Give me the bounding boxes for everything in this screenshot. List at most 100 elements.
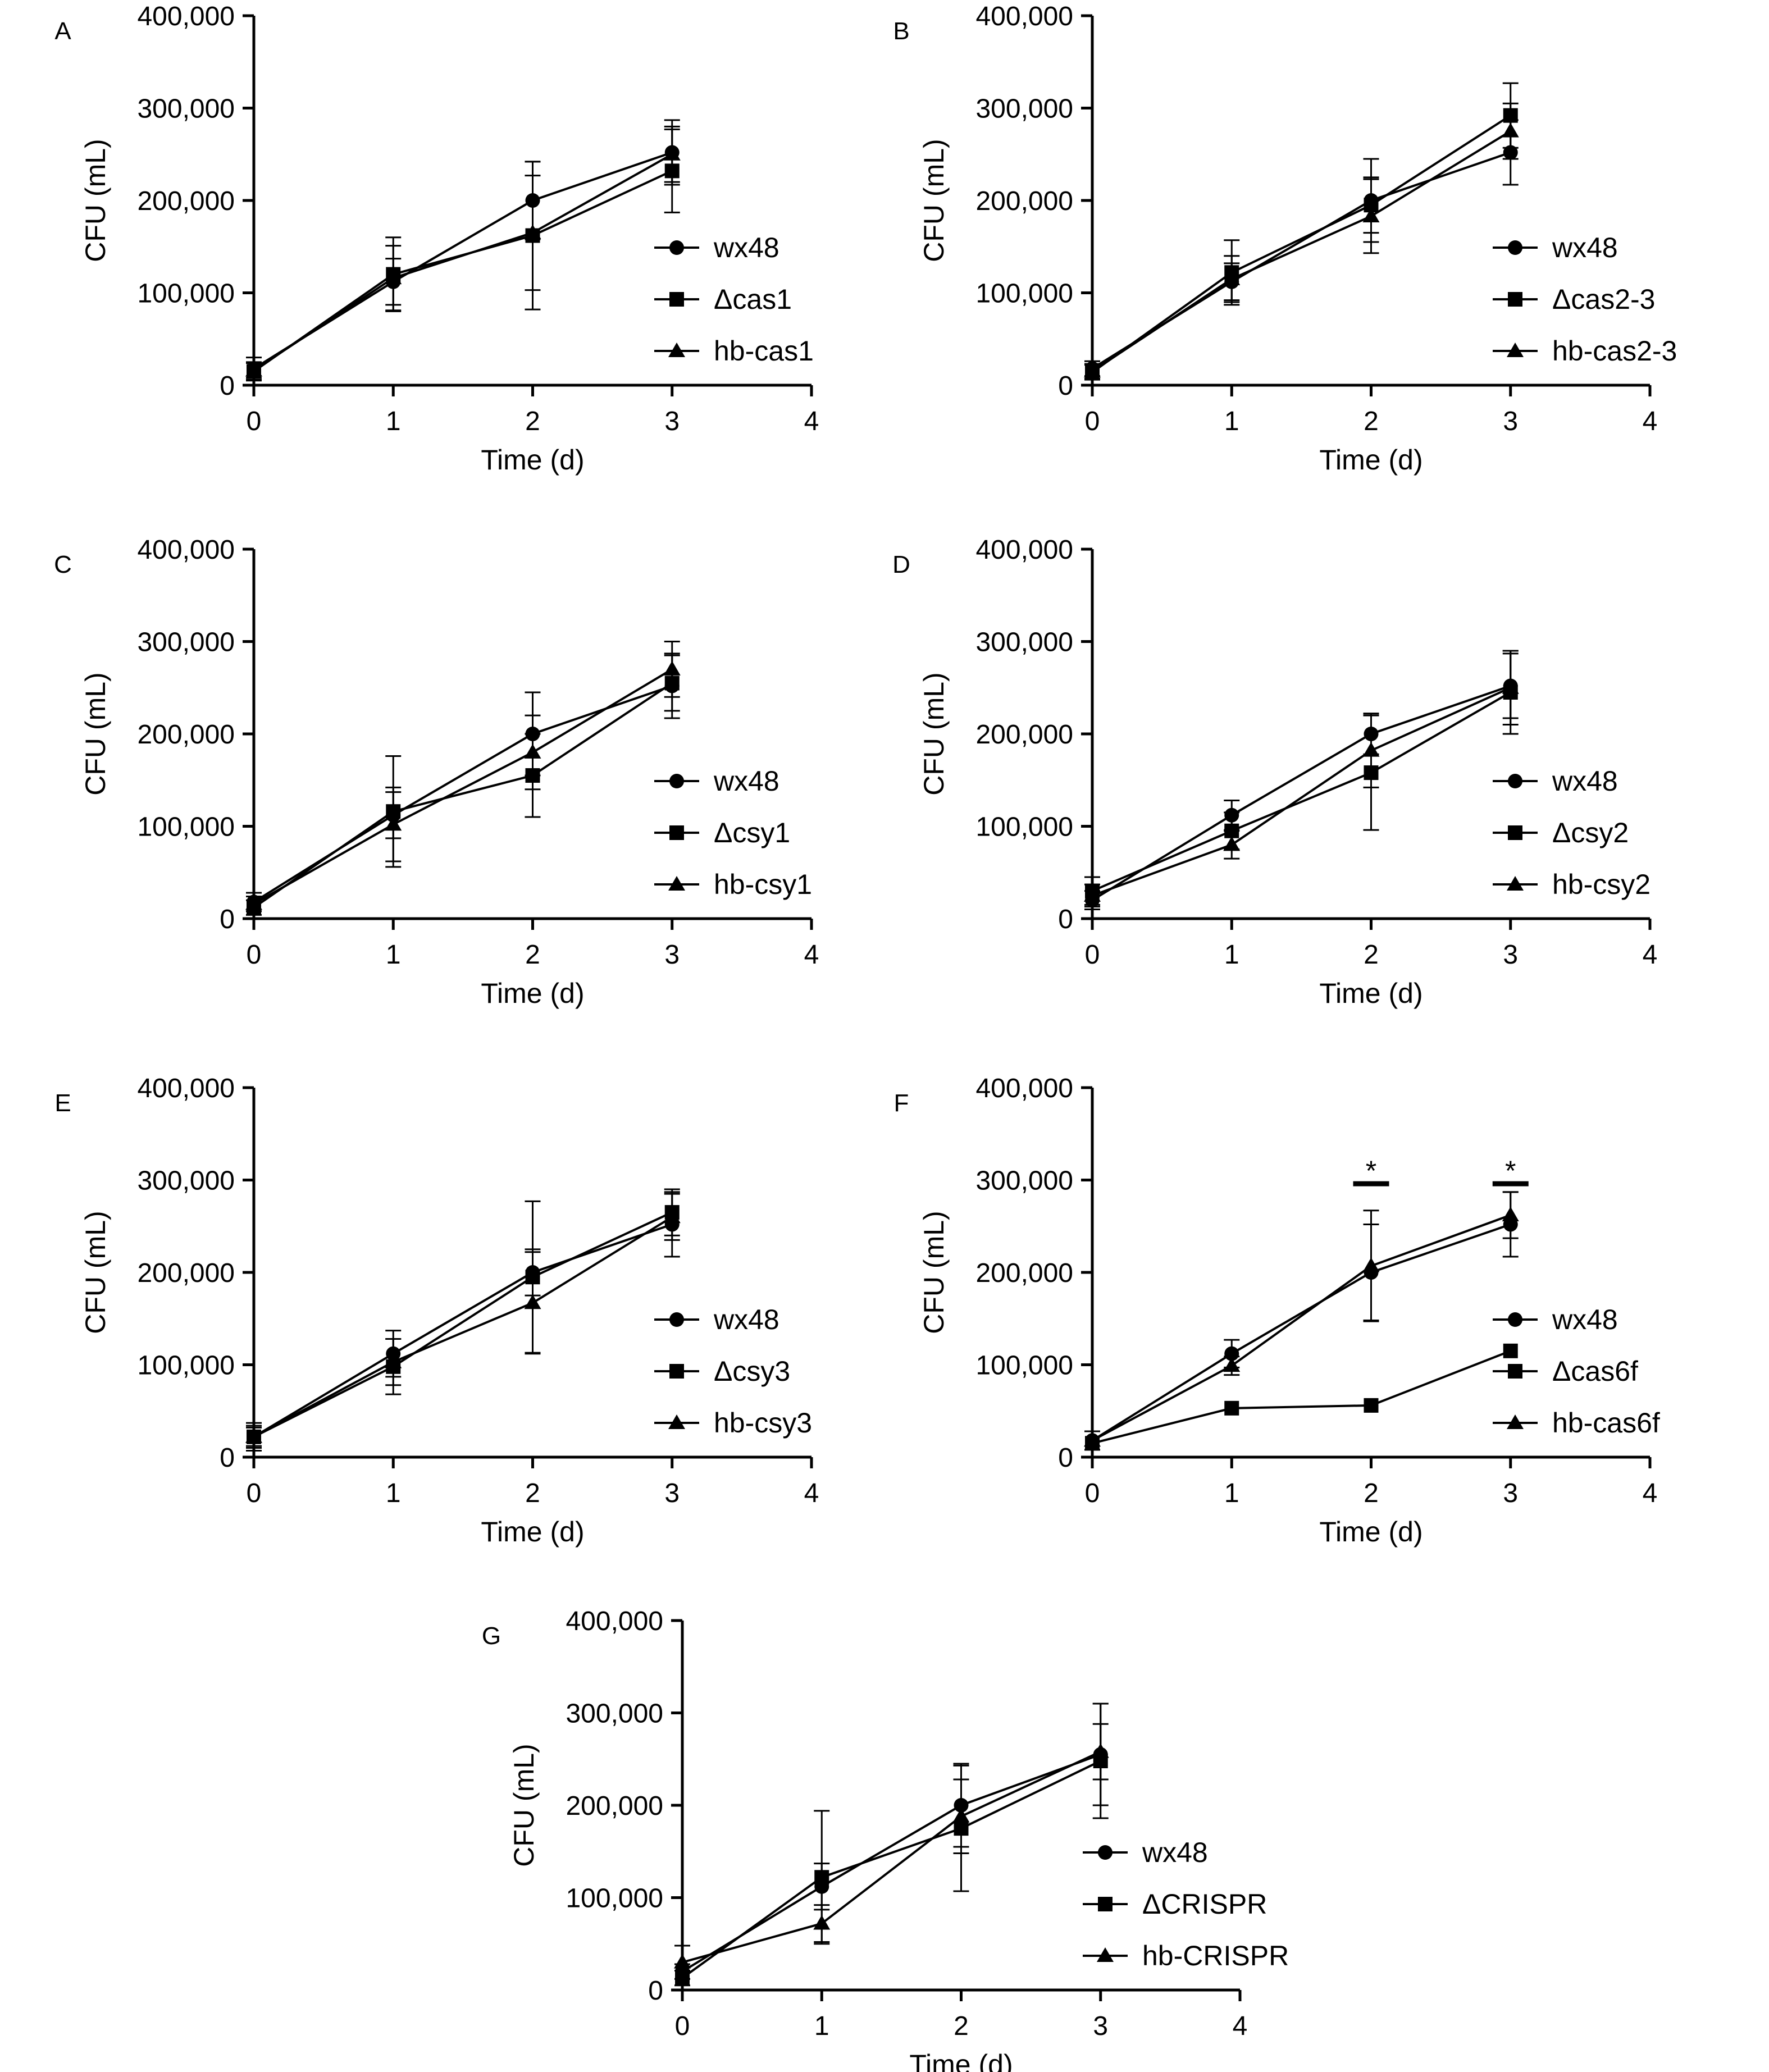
data-point bbox=[1362, 742, 1380, 757]
significance-star: * bbox=[1366, 1155, 1376, 1186]
x-tick-label: 2 bbox=[1364, 940, 1379, 970]
series-square bbox=[246, 1188, 680, 1449]
y-tick-label: 0 bbox=[220, 905, 235, 934]
series-triangle bbox=[1084, 1191, 1519, 1451]
y-tick-label: 0 bbox=[220, 1443, 235, 1473]
series-triangle bbox=[245, 641, 681, 912]
panel-letter: C bbox=[54, 551, 72, 578]
legend-item: ΔCRISPR bbox=[1083, 1888, 1267, 1920]
series-triangle bbox=[245, 1193, 681, 1447]
legend-label: wx48 bbox=[1552, 765, 1618, 797]
legend-marker bbox=[669, 1364, 684, 1379]
series-line bbox=[253, 153, 673, 372]
x-tick-label: 3 bbox=[1503, 940, 1518, 970]
data-point bbox=[1362, 207, 1380, 222]
legend-item: Δcsy2 bbox=[1493, 817, 1629, 848]
legend-label: wx48 bbox=[713, 765, 779, 797]
legend-marker bbox=[1507, 343, 1524, 357]
legend-item: hb-csy1 bbox=[654, 869, 812, 900]
data-point bbox=[1224, 1400, 1239, 1416]
series-square bbox=[1084, 650, 1519, 906]
data-point bbox=[1364, 1398, 1379, 1413]
series-line bbox=[1092, 1349, 1511, 1445]
x-tick-label: 1 bbox=[386, 940, 401, 970]
legend-label: hb-cas2-3 bbox=[1552, 335, 1677, 367]
x-tick-label: 2 bbox=[954, 2011, 969, 2041]
series-line bbox=[1091, 684, 1511, 901]
legend-item: hb-csy2 bbox=[1493, 869, 1651, 900]
series-line bbox=[253, 682, 673, 909]
series-line bbox=[1092, 1214, 1511, 1442]
data-point bbox=[385, 816, 402, 831]
legend-marker bbox=[1507, 1414, 1524, 1429]
data-point bbox=[524, 743, 541, 759]
legend-item: Δcas6f bbox=[1493, 1356, 1638, 1387]
x-tick-label: 1 bbox=[1224, 407, 1239, 436]
legend-label: wx48 bbox=[1552, 1304, 1618, 1335]
data-point bbox=[663, 1208, 681, 1224]
panel-b: B 0 1 2 3 4 0 100,000 200,000 300,000 400,000 Time … bbox=[893, 2, 1677, 476]
legend-item: wx48 bbox=[1493, 232, 1618, 263]
legend-item: Δcsy1 bbox=[654, 817, 790, 848]
x-tick-label: 4 bbox=[804, 940, 819, 970]
y-tick-label: 400,000 bbox=[137, 535, 235, 565]
x-tick-label: 4 bbox=[804, 407, 819, 436]
series-triangle bbox=[1084, 650, 1519, 908]
data-point bbox=[674, 1954, 691, 1969]
legend-item: wx48 bbox=[1083, 1837, 1208, 1868]
x-axis-title: Time (d) bbox=[1319, 978, 1423, 1009]
data-point bbox=[1092, 1743, 1109, 1758]
panel-letter: E bbox=[54, 1089, 71, 1117]
legend-item: Δcas2-3 bbox=[1493, 284, 1655, 315]
series-line bbox=[253, 170, 673, 372]
series-line bbox=[1091, 151, 1511, 370]
x-tick-label: 3 bbox=[1093, 2011, 1108, 2041]
x-tick-label: 0 bbox=[247, 407, 262, 436]
legend-label: ΔCRISPR bbox=[1142, 1888, 1267, 1920]
x-axis-title: Time (d) bbox=[481, 978, 584, 1009]
legend-marker bbox=[1508, 292, 1522, 307]
legend-item: wx48 bbox=[1493, 1304, 1618, 1335]
x-axis-title: Time (d) bbox=[481, 444, 584, 476]
x-tick-label: 0 bbox=[247, 1478, 262, 1508]
y-tick-label: 0 bbox=[220, 371, 235, 401]
data-point bbox=[1503, 1343, 1518, 1358]
panel-g: G 0 1 2 3 4 0 100,000 200,000 300,000 400,000 Time … bbox=[482, 1607, 1289, 2072]
y-axis-title: CFU (mL) bbox=[918, 1211, 950, 1334]
x-tick-label: 1 bbox=[814, 2011, 829, 2041]
legend-label: hb-csy3 bbox=[714, 1407, 812, 1439]
series-square bbox=[1084, 82, 1519, 381]
x-tick-label: 0 bbox=[1085, 1478, 1100, 1508]
panel-letter: F bbox=[894, 1089, 909, 1117]
legend-label: wx48 bbox=[1142, 1837, 1208, 1868]
y-tick-label: 200,000 bbox=[137, 1258, 235, 1288]
legend-marker bbox=[669, 1312, 684, 1327]
y-tick-label: 100,000 bbox=[137, 1351, 235, 1381]
x-tick-label: 1 bbox=[1224, 940, 1239, 970]
x-tick-label: 3 bbox=[1503, 1478, 1518, 1508]
x-tick-label: 1 bbox=[1224, 1478, 1239, 1508]
legend-label: hb-csy1 bbox=[714, 869, 812, 900]
x-tick-label: 0 bbox=[247, 940, 262, 970]
y-tick-label: 100,000 bbox=[975, 813, 1073, 842]
data-point bbox=[1502, 679, 1519, 694]
legend-label: hb-cas1 bbox=[714, 335, 814, 367]
y-tick-label: 400,000 bbox=[975, 2, 1073, 31]
series-line bbox=[1091, 130, 1511, 372]
x-tick-label: 3 bbox=[664, 940, 680, 970]
legend-label: wx48 bbox=[1552, 232, 1618, 263]
series-square bbox=[246, 654, 680, 916]
x-axis-title: Time (d) bbox=[1319, 1516, 1423, 1548]
series-circle bbox=[246, 652, 680, 912]
data-point bbox=[1084, 1432, 1101, 1447]
panel-letter: B bbox=[893, 17, 909, 45]
panel-letter: A bbox=[54, 17, 71, 45]
legend-label: Δcas2-3 bbox=[1552, 284, 1655, 315]
y-tick-label: 200,000 bbox=[137, 720, 235, 750]
x-axis-title: Time (d) bbox=[1319, 444, 1423, 476]
series-triangle bbox=[245, 125, 681, 379]
series-line bbox=[253, 668, 673, 905]
series-line bbox=[253, 1216, 673, 1438]
y-tick-label: 0 bbox=[648, 1976, 663, 2006]
